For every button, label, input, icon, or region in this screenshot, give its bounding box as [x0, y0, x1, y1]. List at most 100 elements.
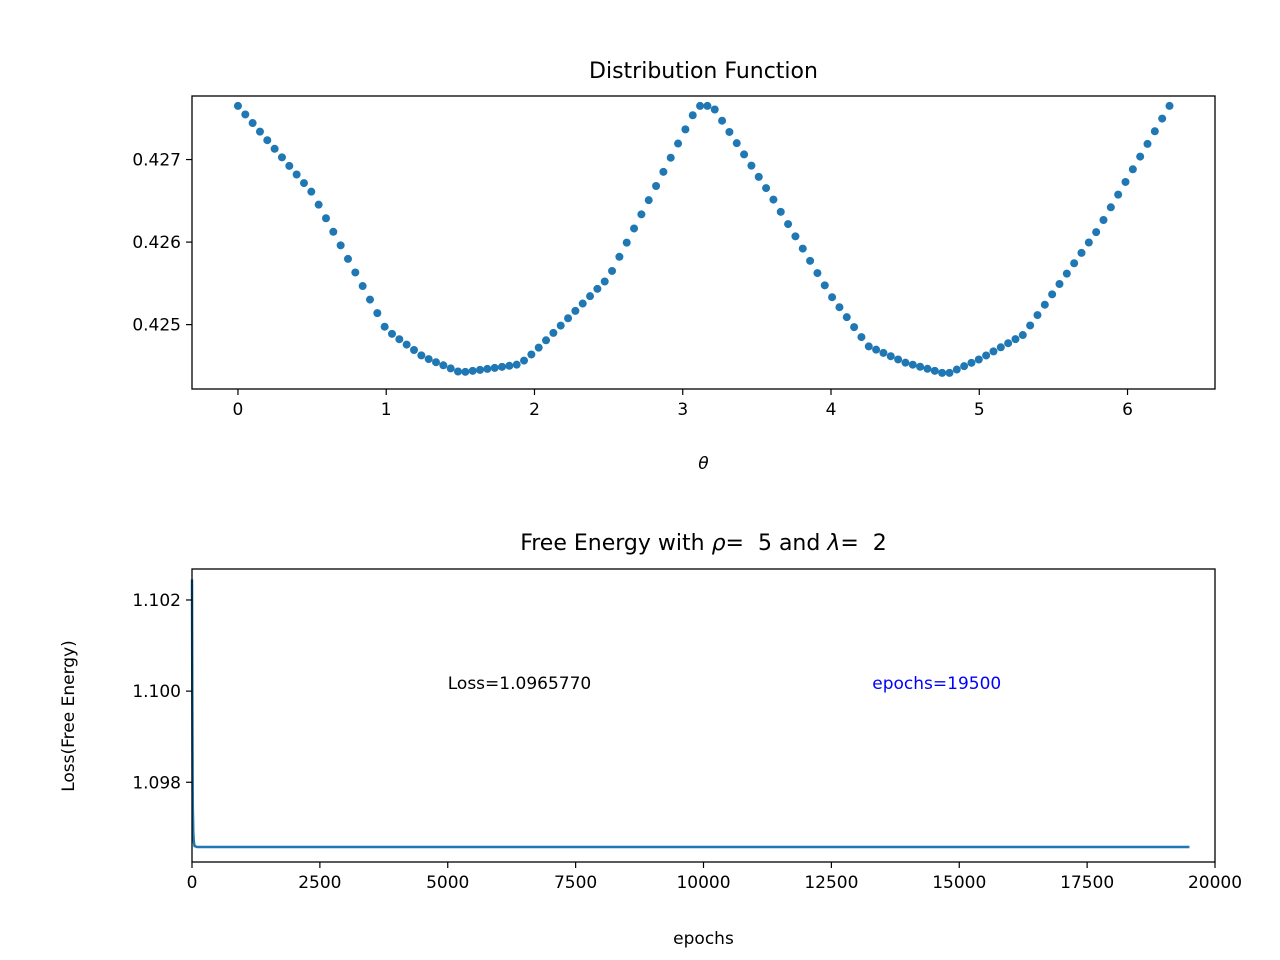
x-tick-label: 7500	[554, 873, 597, 893]
data-point	[644, 196, 653, 205]
data-point	[762, 184, 771, 193]
data-point	[960, 362, 969, 371]
data-point	[241, 110, 250, 119]
data-point	[365, 295, 374, 304]
data-point	[498, 362, 507, 371]
data-point	[1150, 127, 1159, 136]
data-point	[710, 105, 719, 114]
data-point	[483, 364, 492, 373]
data-point	[1033, 311, 1042, 320]
plot-frame	[191, 95, 1216, 390]
lambda-value: = 2	[840, 531, 886, 556]
x-axis-label: θ	[698, 454, 709, 474]
data-point	[1099, 215, 1108, 224]
annotation: Loss=1.0965770	[448, 674, 591, 694]
data-point	[725, 127, 734, 136]
data-point	[776, 207, 785, 216]
y-tick-label: 1.100	[132, 682, 181, 702]
data-point	[740, 150, 749, 159]
data-point	[1143, 139, 1152, 148]
y-tick-label: 1.102	[132, 591, 181, 611]
data-point	[343, 254, 352, 263]
data-point	[696, 101, 705, 110]
x-tick-label: 5	[974, 400, 985, 420]
y-tick-label: 0.425	[132, 316, 181, 336]
annotations: Loss=1.0965770 epochs=19500	[448, 674, 1001, 694]
data-point	[703, 101, 712, 110]
x-tick-label: 6	[1122, 400, 1133, 420]
data-point	[608, 266, 617, 275]
data-point	[842, 313, 851, 322]
data-point	[901, 358, 910, 367]
data-point	[534, 343, 543, 352]
data-point	[1040, 300, 1049, 309]
data-point	[1048, 290, 1057, 299]
data-point	[923, 364, 932, 373]
data-point	[879, 348, 888, 357]
data-point	[754, 172, 763, 181]
data-point	[395, 335, 404, 344]
data-point	[828, 293, 837, 302]
y-tick-label: 0.426	[132, 233, 181, 253]
data-point	[1128, 165, 1137, 174]
data-point	[1062, 269, 1071, 278]
x-tick-label: 0	[187, 873, 198, 893]
distribution-chart: Distribution Function 0 1 2 3 4 5 6 0.425 0.426…	[132, 59, 1216, 474]
data-point	[512, 360, 521, 369]
data-point	[974, 355, 983, 364]
data-point	[1018, 331, 1027, 340]
data-point	[622, 238, 631, 247]
data-point	[806, 256, 815, 265]
chart-title: Free Energy with ρ= 5 and λ= 2	[520, 531, 887, 556]
data-point	[674, 139, 683, 148]
data-point	[820, 281, 829, 290]
annotation: epochs=19500	[872, 674, 1001, 694]
rho-symbol: ρ	[712, 531, 726, 556]
data-point	[578, 299, 587, 308]
y-tick-label: 0.427	[132, 151, 181, 171]
data-point	[476, 365, 485, 374]
data-point	[952, 365, 961, 374]
data-point	[556, 321, 565, 330]
data-point	[688, 111, 697, 120]
data-point	[1165, 101, 1174, 110]
data-point	[402, 340, 411, 349]
data-point	[292, 170, 301, 179]
data-point	[527, 350, 536, 359]
data-point	[277, 153, 286, 162]
data-point	[630, 224, 639, 233]
data-point	[373, 309, 382, 318]
x-tick-label: 15000	[932, 873, 986, 893]
x-tick-label: 4	[826, 400, 837, 420]
x-axis-label: epochs	[673, 929, 734, 949]
data-point	[336, 241, 345, 250]
x-tick-label: 3	[677, 400, 688, 420]
title-mid: and	[772, 531, 827, 556]
free-energy-chart: Free Energy with ρ= 5 and λ= 2 0 2500 5000…	[59, 531, 1242, 949]
data-point	[417, 351, 426, 360]
data-point	[835, 303, 844, 312]
y-axis-ticks: 1.098 1.100 1.102	[132, 591, 192, 793]
x-tick-label: 2	[529, 400, 540, 420]
data-point	[769, 195, 778, 204]
data-point	[1004, 339, 1013, 348]
data-point	[1026, 321, 1035, 330]
y-tick-label: 1.098	[132, 773, 181, 793]
data-point	[358, 282, 367, 291]
x-axis-ticks: 0 2500 5000 7500 10000 12500 15000 17500 20000	[187, 862, 1242, 893]
data-point	[380, 322, 389, 331]
data-point	[454, 367, 463, 376]
data-point	[1158, 114, 1167, 123]
y-axis-label: Loss(Free Energy)	[59, 640, 79, 792]
data-point	[886, 352, 895, 361]
x-tick-label: 2500	[298, 873, 341, 893]
data-point	[637, 210, 646, 219]
data-point	[248, 119, 257, 128]
data-point	[894, 355, 903, 364]
data-point	[872, 345, 881, 354]
lambda-symbol: λ	[826, 531, 840, 556]
data-point	[520, 356, 529, 365]
data-point	[1077, 248, 1086, 257]
data-point	[299, 179, 308, 188]
